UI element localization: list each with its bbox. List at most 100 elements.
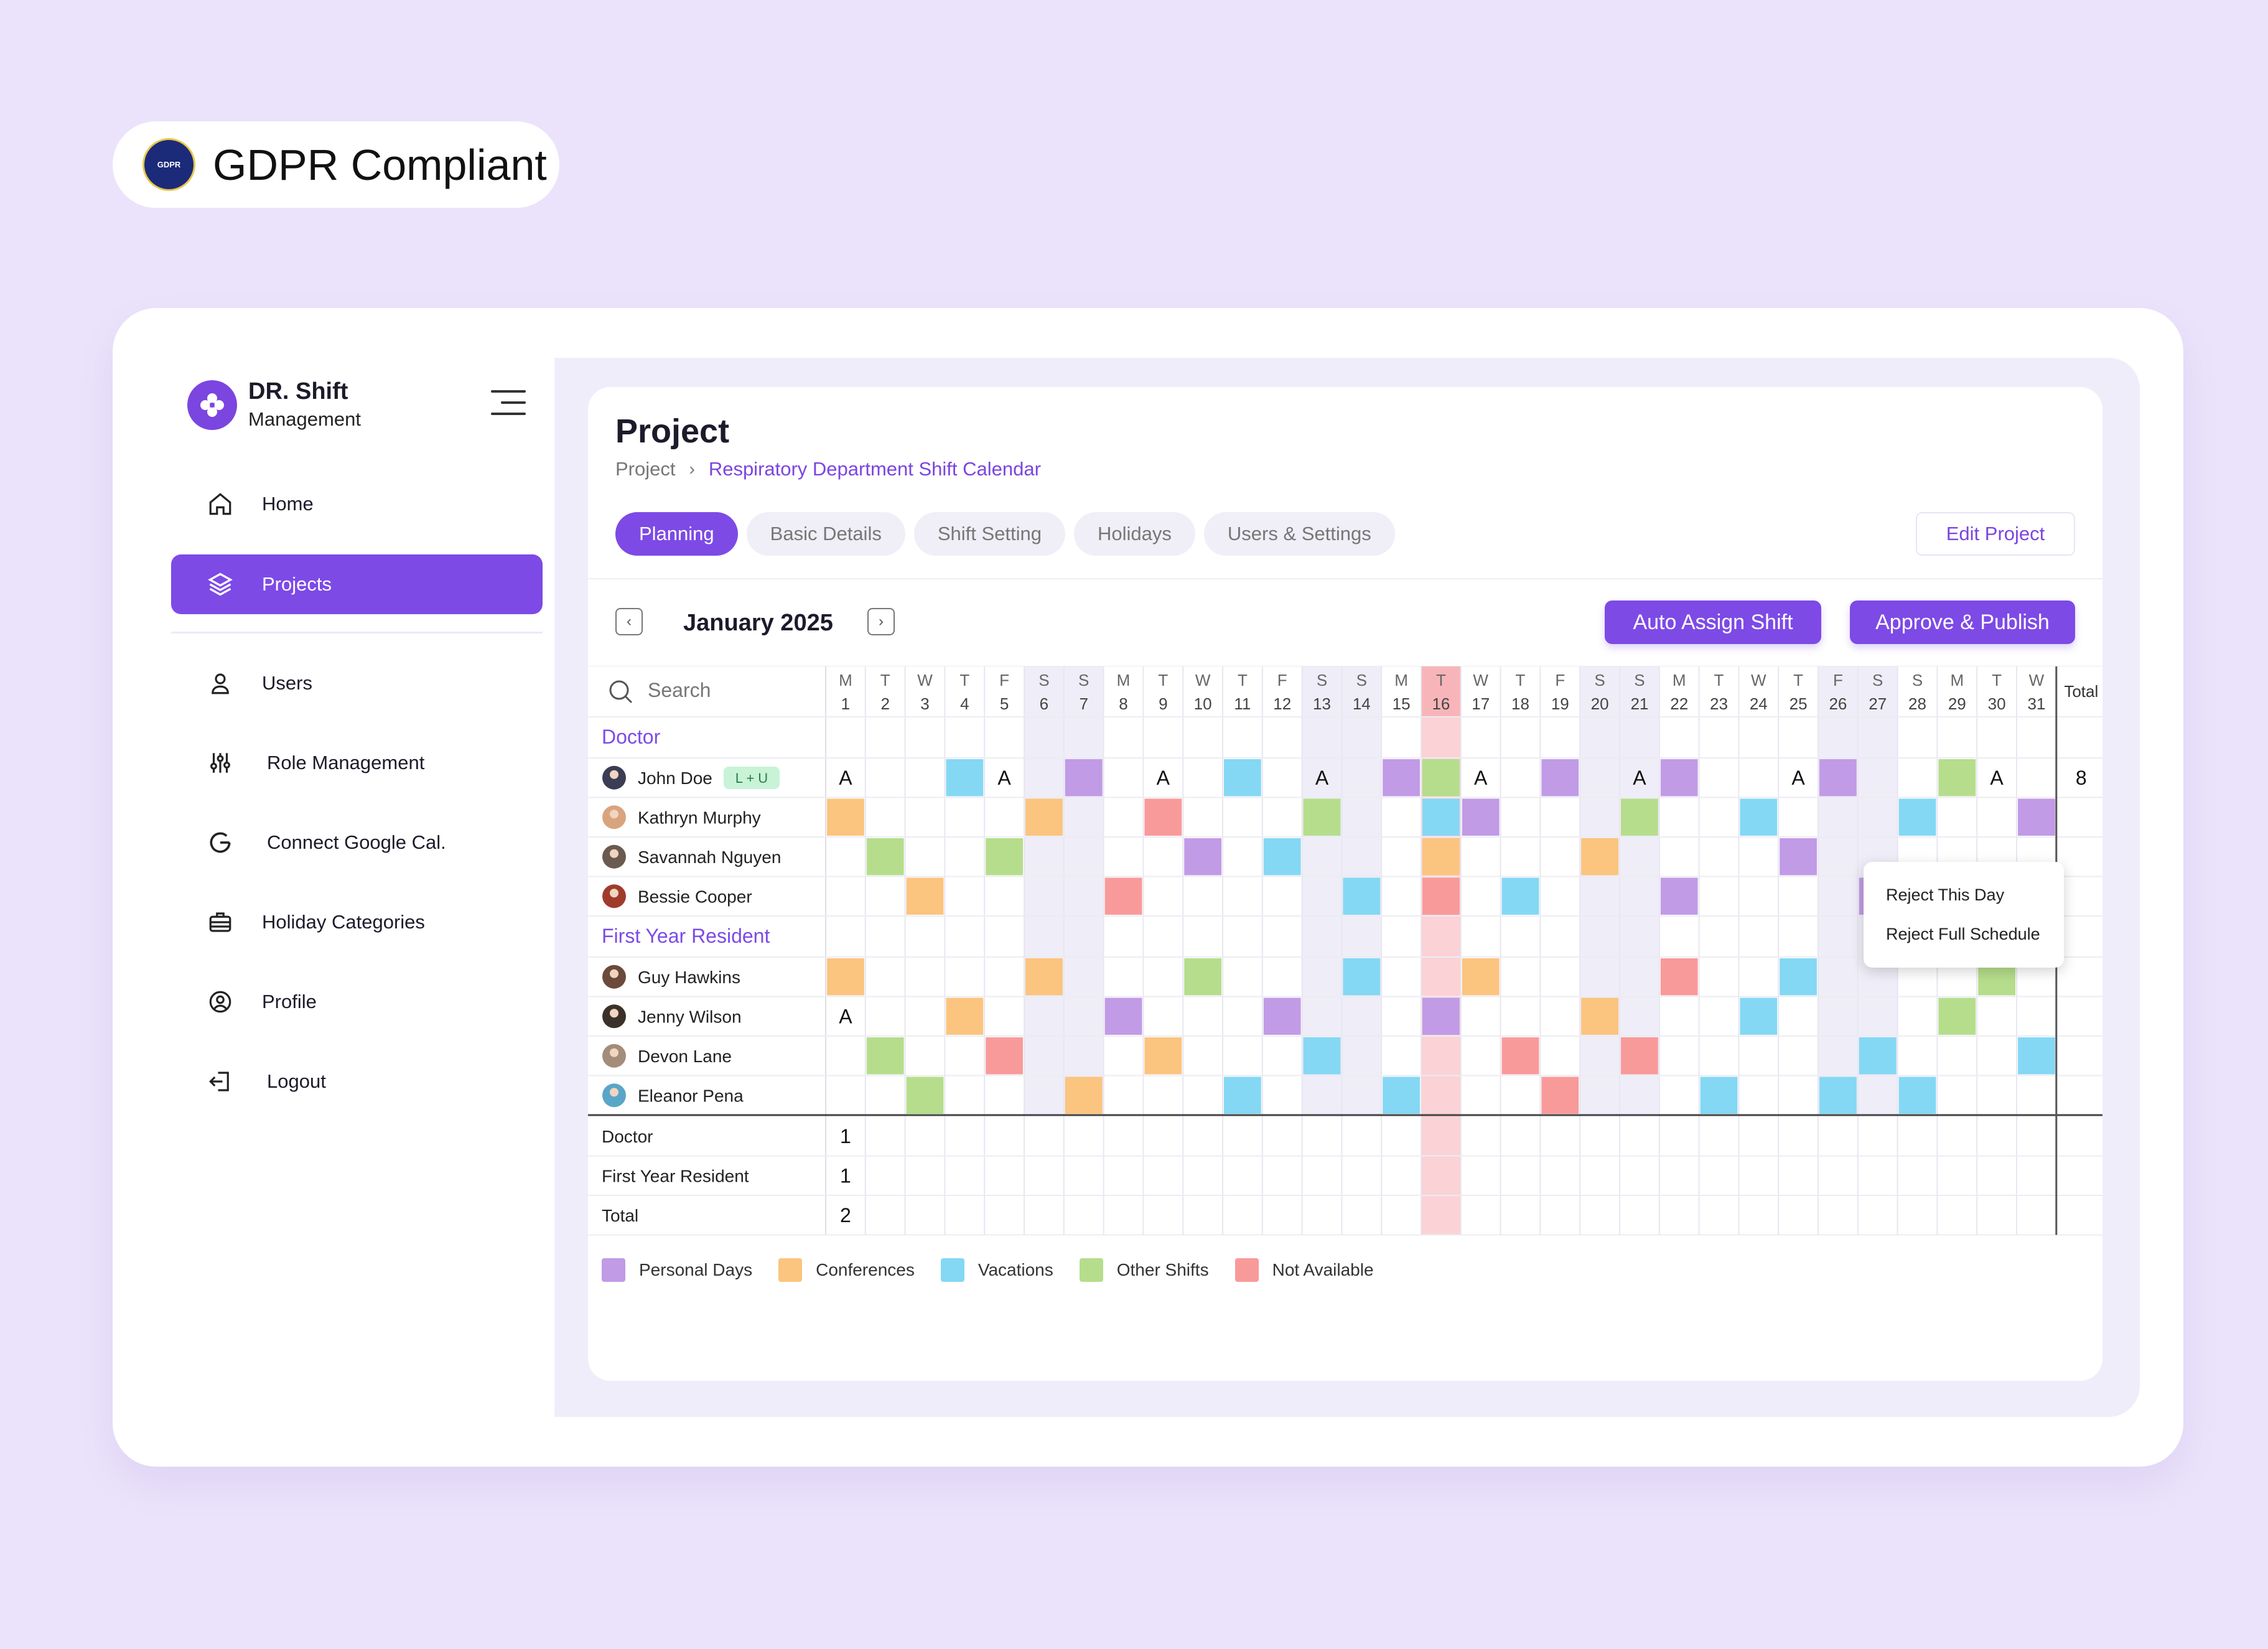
tab-shift-setting[interactable]: Shift Setting [913, 512, 1065, 556]
shift-cell[interactable] [1422, 798, 1460, 836]
shift-cell[interactable] [1263, 838, 1301, 876]
shift-cell[interactable] [1343, 877, 1381, 915]
logout-icon [206, 1067, 235, 1096]
day-number: 1 [841, 694, 850, 713]
shift-cell[interactable] [1224, 759, 1261, 796]
shift-cell[interactable] [1898, 1077, 1936, 1114]
tab-users-settings[interactable]: Users & Settings [1203, 512, 1395, 556]
day-number: 27 [1869, 694, 1887, 713]
shift-cell[interactable] [1144, 1037, 1182, 1075]
shift-cell[interactable] [1660, 759, 1698, 796]
shift-cell[interactable] [946, 997, 984, 1035]
shift-cell[interactable] [986, 1037, 1023, 1075]
shift-cell[interactable] [1065, 759, 1103, 796]
shift-cell[interactable] [866, 838, 904, 876]
shift-cell[interactable] [1660, 877, 1698, 915]
shift-cell[interactable] [1065, 1077, 1103, 1114]
shift-cell[interactable] [1422, 759, 1460, 796]
auto-assign-shift-button[interactable]: Auto Assign Shift [1605, 600, 1821, 644]
sidebar-item-home[interactable]: Home [113, 474, 554, 534]
prev-month-button[interactable]: ‹ [615, 608, 643, 635]
shift-cell[interactable] [1581, 838, 1618, 876]
shift-cell[interactable] [1501, 1037, 1539, 1075]
sidebar-item-holiday-categories[interactable]: Holiday Categories [113, 892, 554, 952]
day-number: 3 [920, 694, 929, 713]
row-total: 8 [2076, 767, 2087, 789]
shift-cell[interactable] [1938, 759, 1976, 796]
sidebar-item-projects[interactable]: Projects [171, 554, 543, 614]
shift-cell[interactable] [906, 877, 944, 915]
shift-cell[interactable] [1541, 759, 1579, 796]
day-number: 6 [1040, 694, 1048, 713]
reject-this-day-option[interactable]: Reject This Day [1886, 885, 2005, 904]
shift-cell[interactable] [866, 1037, 904, 1075]
shift-cell[interactable] [1263, 997, 1301, 1035]
shift-cell[interactable] [1819, 1077, 1857, 1114]
shift-cell[interactable] [1859, 1037, 1897, 1075]
shift-cell[interactable] [1224, 1077, 1261, 1114]
shift-cell[interactable] [1819, 759, 1857, 796]
shift-cell[interactable] [1104, 877, 1142, 915]
shift-cell[interactable] [1740, 798, 1778, 836]
shift-cell[interactable] [986, 838, 1023, 876]
shift-cell[interactable] [1621, 1037, 1658, 1075]
next-month-button[interactable]: › [867, 608, 895, 635]
shift-cell[interactable] [1700, 1077, 1738, 1114]
approve-publish-button[interactable]: Approve & Publish [1850, 600, 2075, 644]
sidebar-item-users[interactable]: Users [113, 653, 554, 713]
sidebar-item-google-calendar[interactable]: Connect Google Cal. [113, 813, 554, 872]
shift-cell[interactable] [1104, 997, 1142, 1035]
gdpr-seal-text: GDPR [157, 160, 181, 169]
shift-cell[interactable] [1541, 1077, 1579, 1114]
shift-cell[interactable] [1144, 798, 1182, 836]
shift-cell[interactable] [1898, 798, 1936, 836]
edit-project-button[interactable]: Edit Project [1916, 512, 2075, 556]
app-logo[interactable]: DR. Shift Management [187, 380, 361, 431]
shift-cell[interactable] [2018, 798, 2055, 836]
shift-cell[interactable] [1621, 798, 1658, 836]
shift-cell[interactable] [1780, 838, 1817, 876]
shift-cell[interactable] [906, 1077, 944, 1114]
shift-cell[interactable] [1303, 1037, 1341, 1075]
shift-cell[interactable] [1025, 958, 1063, 996]
day-number: 13 [1313, 694, 1331, 713]
shift-cell[interactable] [1422, 877, 1460, 915]
hamburger-menu-icon[interactable] [491, 390, 526, 419]
tab-basic-details[interactable]: Basic Details [746, 512, 905, 556]
shift-cell[interactable] [1462, 958, 1500, 996]
breadcrumb-root[interactable]: Project [615, 458, 676, 480]
shift-cell[interactable] [1938, 997, 1976, 1035]
sidebar-item-label: Connect Google Cal. [267, 831, 446, 853]
shift-cell[interactable] [1383, 1077, 1420, 1114]
sidebar-item-profile[interactable]: Profile [113, 972, 554, 1032]
shift-cell[interactable] [1740, 997, 1778, 1035]
shift-cell[interactable] [1383, 759, 1420, 796]
shift-cell[interactable] [1501, 877, 1539, 915]
shift-cell[interactable] [1184, 958, 1221, 996]
shift-cell[interactable] [1303, 798, 1341, 836]
group-label: Doctor [602, 726, 661, 748]
shift-cell[interactable] [1184, 838, 1221, 876]
search-input-placeholder[interactable]: Search [648, 679, 711, 701]
sidebar-item-label: Home [262, 493, 314, 515]
shift-cell[interactable] [1422, 997, 1460, 1035]
sidebar-item-logout[interactable]: Logout [113, 1052, 554, 1111]
shift-cell[interactable] [827, 958, 864, 996]
tab-planning[interactable]: Planning [615, 512, 738, 556]
reject-full-schedule-option[interactable]: Reject Full Schedule [1886, 925, 2040, 943]
shift-cell[interactable] [1343, 958, 1381, 996]
tab-holidays[interactable]: Holidays [1074, 512, 1195, 556]
shift-cell[interactable] [1462, 798, 1500, 836]
shift-cell[interactable] [1581, 997, 1618, 1035]
shift-cell[interactable] [1780, 958, 1817, 996]
sidebar-item-role-management[interactable]: Role Management [113, 733, 554, 793]
gdpr-badge-text: GDPR Compliant [213, 140, 547, 189]
shift-cell[interactable] [1025, 798, 1063, 836]
shift-cell[interactable] [1660, 958, 1698, 996]
shift-cell[interactable] [1422, 838, 1460, 876]
shift-cell[interactable] [827, 798, 864, 836]
shift-cell[interactable] [946, 759, 984, 796]
shift-cell[interactable] [2018, 1037, 2055, 1075]
search-icon-handle [624, 695, 633, 704]
legend-swatch [1234, 1258, 1259, 1282]
